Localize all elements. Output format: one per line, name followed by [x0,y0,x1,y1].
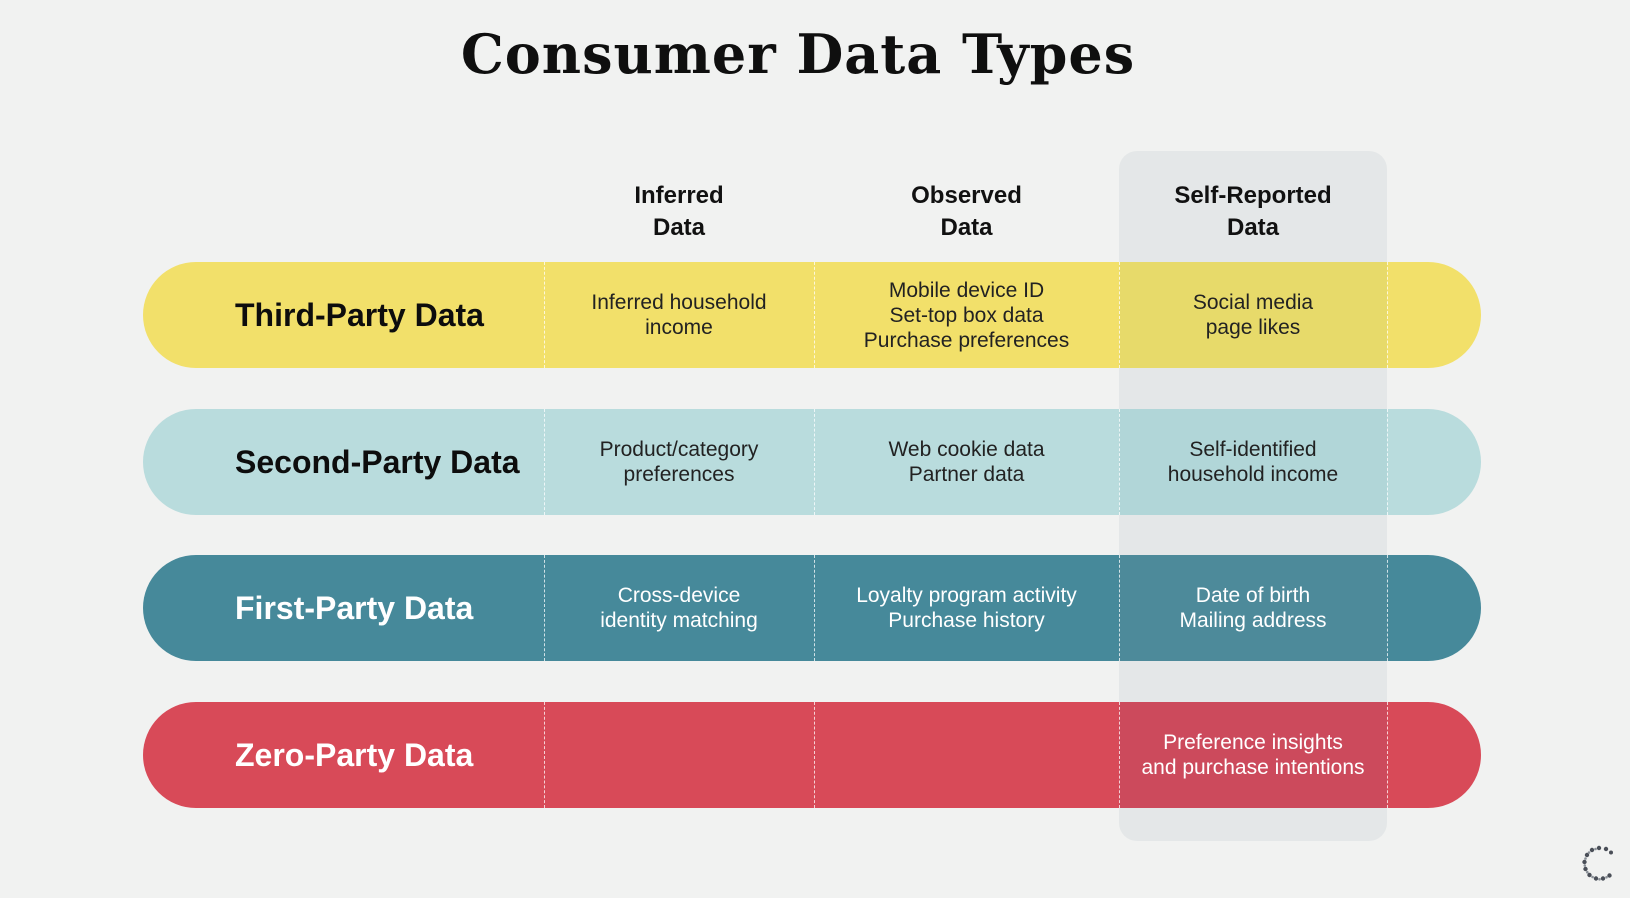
row-third-party: Third-Party Data Inferred household incom… [143,262,1481,368]
column-header-inferred: Inferred Data [634,182,724,241]
cell-self-reported: Social media page likes [1192,291,1314,339]
row-label: Third-Party Data [235,296,484,333]
wreath-c-logo-icon [1582,845,1613,881]
row-label: First-Party Data [235,589,474,626]
column-header-self-reported: Self-Reported Data [1174,182,1332,241]
row-label: Zero-Party Data [235,736,474,773]
row-second-party: Second-Party Data Product/category prefer… [143,409,1481,515]
row-label: Second-Party Data [235,443,520,480]
diagram-title: Consumer Data Types [460,22,1136,86]
cell-observed [814,702,1119,808]
cell-self-reported: Preference insights and purchase intentio… [1141,731,1365,779]
cell-observed: Web cookie data Partner data [888,438,1045,486]
cell-inferred: Cross-device identity matching [600,584,758,632]
cell-observed: Mobile device ID Set-top box data Purchase… [863,278,1070,352]
row-first-party: First-Party Data Cross-device identity ma… [143,555,1481,661]
cell-observed: Loyalty program activity Purchase history [856,584,1077,632]
cell-inferred: Product/category preferences [599,438,759,486]
cell-self-reported: Self-identified household income [1167,438,1339,486]
cell-inferred: Inferred household income [591,291,767,339]
cell-self-reported: Date of birth Mailing address [1179,584,1327,632]
row-zero-party: Zero-Party Data Preference insights and p… [143,702,1481,808]
column-header-observed: Observed Data [911,182,1022,241]
cell-inferred [544,702,814,808]
